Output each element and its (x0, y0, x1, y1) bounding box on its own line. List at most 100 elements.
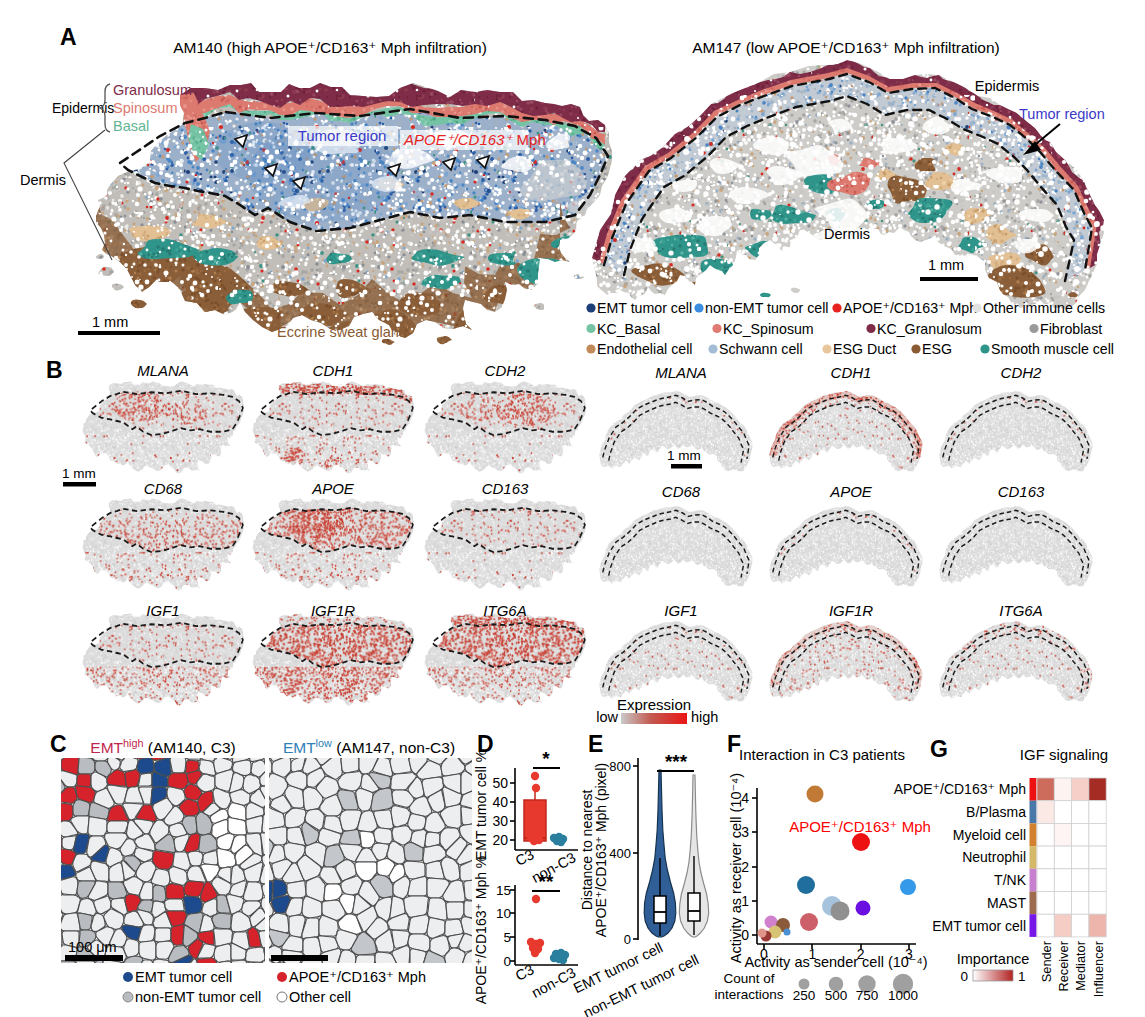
svg-text:1 mm: 1 mm (62, 466, 96, 481)
svg-text:APOE⁺/CD163⁺ Mph: APOE⁺/CD163⁺ Mph (894, 781, 1026, 797)
svg-text:high: high (691, 709, 718, 725)
svg-text:40: 40 (492, 794, 508, 810)
svg-text:low: low (596, 709, 618, 725)
svg-text:50: 50 (492, 775, 508, 791)
svg-text:1: 1 (1018, 969, 1026, 984)
svg-text:***: *** (665, 751, 688, 772)
svg-text:1000: 1000 (888, 988, 918, 1003)
svg-text:EMTlow (AM147, non-C3): EMTlow (AM147, non-C3) (283, 737, 455, 756)
svg-text:APOE: APOE (829, 483, 873, 500)
svg-text:CD68: CD68 (144, 480, 183, 497)
svg-text:IGF1R: IGF1R (829, 602, 873, 619)
svg-text:500: 500 (825, 988, 848, 1003)
svg-text:APOE⁺/CD163⁺ Mph: APOE⁺/CD163⁺ Mph (289, 969, 426, 985)
svg-text:1 mm: 1 mm (92, 314, 128, 330)
svg-text:Activity as sender cell (10⁻⁴): Activity as sender cell (10⁻⁴) (744, 954, 927, 970)
svg-text:Smooth muscle cell: Smooth muscle cell (991, 341, 1114, 357)
svg-text:CDH2: CDH2 (1001, 364, 1042, 381)
svg-text:CDH1: CDH1 (831, 364, 872, 381)
svg-text:ITG6A: ITG6A (483, 602, 526, 619)
svg-text:MLANA: MLANA (655, 364, 707, 381)
svg-text:1 mm: 1 mm (928, 257, 964, 273)
svg-text:750: 750 (856, 988, 879, 1003)
svg-text:non-EMT tumor cell: non-EMT tumor cell (135, 989, 261, 1005)
svg-text:E: E (588, 731, 603, 757)
svg-text:Endothelial cell: Endothelial cell (597, 341, 692, 357)
svg-text:Other immune cells: Other immune cells (983, 300, 1105, 316)
svg-text:Tumor region: Tumor region (1019, 106, 1105, 122)
svg-text:Dermis: Dermis (20, 172, 66, 188)
svg-text:30: 30 (492, 813, 508, 829)
svg-text:MLANA: MLANA (137, 362, 189, 379)
svg-text:CDH2: CDH2 (485, 362, 526, 379)
svg-text:EMT tumor cell %: EMT tumor cell % (473, 750, 489, 860)
svg-text:Expression: Expression (617, 696, 691, 713)
svg-text:Other cell: Other cell (289, 989, 351, 1005)
svg-text:CDH1: CDH1 (313, 362, 354, 379)
svg-text:APOE⁺/CD163⁺ Mph (pixel): APOE⁺/CD163⁺ Mph (pixel) (593, 763, 609, 937)
svg-text:AM147 (low APOE⁺/CD163⁺ Mph in: AM147 (low APOE⁺/CD163⁺ Mph infiltration… (692, 39, 1000, 56)
svg-text:Neutrophil: Neutrophil (962, 849, 1026, 865)
svg-text:800: 800 (609, 759, 631, 774)
svg-text:400: 400 (609, 846, 631, 861)
svg-text:APOE⁺/CD163⁺ Mph: APOE⁺/CD163⁺ Mph (789, 818, 931, 835)
svg-text:Interaction in C3 patients: Interaction in C3 patients (739, 746, 905, 763)
svg-text:Epidermis: Epidermis (975, 78, 1039, 94)
svg-text:Tumor region: Tumor region (298, 127, 387, 144)
svg-text:MAST: MAST (987, 895, 1026, 911)
svg-text:250: 250 (793, 988, 816, 1003)
svg-text:0: 0 (503, 954, 511, 969)
svg-text:Mediator: Mediator (1073, 940, 1088, 991)
svg-text:EMT tumor cell: EMT tumor cell (135, 969, 232, 985)
svg-text:B/Plasma: B/Plasma (966, 804, 1026, 820)
svg-text:C: C (50, 731, 67, 757)
svg-text:Spinosum: Spinosum (113, 100, 177, 116)
svg-text:Schwann cell: Schwann cell (719, 341, 803, 357)
svg-text:10: 10 (496, 906, 511, 921)
svg-text:Influencer: Influencer (1091, 940, 1106, 997)
svg-text:ESG Duct: ESG Duct (833, 341, 896, 357)
svg-text:20: 20 (492, 832, 508, 848)
svg-text:2: 2 (741, 859, 749, 875)
svg-text:0: 0 (960, 969, 968, 984)
svg-text:3: 3 (741, 824, 749, 840)
svg-text:0: 0 (624, 932, 631, 947)
svg-text:A: A (60, 24, 77, 50)
svg-text:EMThigh (AM140, C3): EMThigh (AM140, C3) (90, 737, 235, 756)
svg-text:KC_Granulosum: KC_Granulosum (877, 321, 982, 337)
svg-text:EMT tumor cell: EMT tumor cell (932, 918, 1026, 934)
svg-text:Myeloid cell: Myeloid cell (953, 827, 1026, 843)
svg-text:G: G (930, 736, 948, 762)
svg-text:IGF1: IGF1 (146, 602, 179, 619)
svg-text:Sender: Sender (1039, 940, 1054, 982)
svg-text:interactions: interactions (714, 987, 783, 1002)
svg-text:Basal: Basal (113, 118, 149, 134)
svg-text:APOE: APOE (311, 480, 355, 497)
svg-text:**: ** (539, 871, 554, 892)
svg-text:*: * (542, 748, 550, 769)
svg-text:APOE⁺/CD163⁺ Mph %: APOE⁺/CD163⁺ Mph % (473, 856, 489, 1005)
svg-text:Receiver: Receiver (1056, 940, 1071, 991)
svg-text:Importance: Importance (957, 951, 1030, 967)
svg-text:Granulosum: Granulosum (113, 82, 192, 98)
svg-text:15: 15 (496, 883, 511, 898)
svg-text:non-EMT tumor cell: non-EMT tumor cell (705, 300, 829, 316)
svg-text:B: B (46, 357, 63, 383)
svg-text:CD68: CD68 (662, 483, 701, 500)
svg-text:EMT tumor cell: EMT tumor cell (597, 300, 692, 316)
svg-text:4: 4 (741, 790, 749, 806)
svg-text:CD163: CD163 (482, 480, 529, 497)
svg-text:Fibroblast: Fibroblast (1040, 321, 1102, 337)
svg-text:IGF signaling: IGF signaling (1020, 746, 1108, 763)
svg-text:Count of: Count of (723, 971, 774, 986)
svg-text:AM140 (high APOE⁺/CD163⁺ Mph i: AM140 (high APOE⁺/CD163⁺ Mph infiltratio… (173, 39, 487, 56)
svg-text:KC_Spinosum: KC_Spinosum (723, 321, 814, 337)
svg-text:ESG: ESG (922, 341, 952, 357)
svg-text:IGF1R: IGF1R (311, 602, 355, 619)
svg-text:APOE⁺/CD163⁺ Mph: APOE⁺/CD163⁺ Mph (843, 300, 977, 316)
svg-text:IGF1: IGF1 (664, 602, 697, 619)
svg-text:KC_Basal: KC_Basal (597, 321, 660, 337)
svg-text:0: 0 (741, 927, 749, 943)
svg-text:100 μm: 100 μm (68, 939, 117, 955)
svg-text:ITG6A: ITG6A (999, 602, 1042, 619)
